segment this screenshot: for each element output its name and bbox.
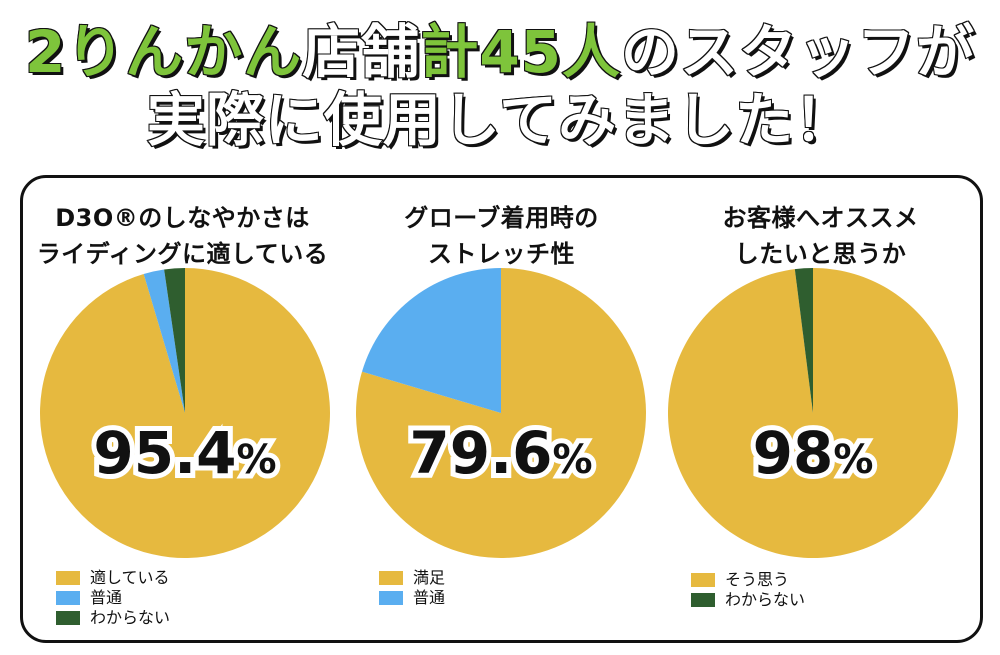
pie-slice [40,268,331,558]
chart-title-line-2: ライディングに適している [36,240,329,268]
chart-title-line-1: お客様へオススメ [722,204,919,232]
headline-line-2: 実際に使用してみました！ [146,85,854,155]
legend-label: 適している [90,568,170,587]
chart-title: お客様へオススメ したいと思うか [661,200,980,272]
legend: 満足 普通 [379,568,445,608]
legend-item: 適している [56,568,170,588]
big-percent-label: 79.6% [409,419,592,487]
big-percent-value: 98 [753,419,834,487]
legend-item: わからない [691,590,805,610]
headline-part-stores: 店舗 [301,17,421,87]
chart-title: グローブ着用時の ストレッチ性 [342,200,661,272]
headline: 2りんかん店舗計45人のスタッフが 実際に使用してみました！ [0,17,1000,155]
big-percent-unit: % [553,437,593,483]
chart-title-line-2: ストレッチ性 [428,240,575,268]
big-percent-unit: % [237,437,277,483]
legend-label: 普通 [90,588,123,607]
pie-chart: 95.4% [40,268,331,558]
big-percent-unit: % [833,437,873,483]
big-percent-value: 95.4 [93,419,236,487]
pie-slice [143,269,185,413]
legend-item: 満足 [379,568,445,588]
headline-part-staff: のスタッフが [620,17,976,87]
chart-stretch: グローブ着用時の ストレッチ性 79.6% 満足 普通 [342,178,661,640]
legend-label: そう思う [725,570,790,589]
chart-title-line-1: グローブ着用時の [404,204,599,232]
legend-label: 満足 [413,568,446,587]
chart-suitability: D3O®のしなやかさは ライディングに適している 95.4% 適している 普通 わか… [23,178,342,640]
legend-item: 普通 [56,588,170,608]
headline-part-count: 計45人 [419,17,622,87]
pie-slice [355,268,646,558]
legend-swatch [379,571,403,585]
legend-swatch [379,591,403,605]
pie-slice [668,268,958,558]
legend-swatch [691,593,715,607]
headline-line-1: 2りんかん店舗計45人のスタッフが [0,17,1000,87]
legend-swatch [56,591,80,605]
chart-title-line-2: したいと思うか [734,240,907,268]
legend-swatch [56,611,80,625]
legend: そう思う わからない [691,570,805,610]
big-percent-value: 79.6 [409,419,552,487]
legend-label: わからない [90,608,171,627]
big-percent-label: 98% [753,419,874,487]
big-percent-label: 95.4% [93,419,276,487]
legend-item: わからない [56,608,170,628]
chart-title: D3O®のしなやかさは ライディングに適している [23,200,342,272]
pie-slice [164,268,185,413]
pie-slice [794,268,813,413]
legend-item: 普通 [379,588,445,608]
legend-swatch [691,573,715,587]
headline-part-brand: 2りんかん [24,17,303,87]
chart-recommend: お客様へオススメ したいと思うか 98% そう思う わからない [661,178,980,640]
pie-slice [362,268,501,413]
legend-item: そう思う [691,570,805,590]
pie-chart: 98% [668,268,958,558]
chart-title-line-1: D3O®のしなやかさは [55,204,310,232]
legend-label: わからない [725,590,806,609]
legend-label: 普通 [413,588,446,607]
survey-results-panel: D3O®のしなやかさは ライディングに適している 95.4% 適している 普通 わか… [20,175,983,643]
legend-swatch [56,571,80,585]
legend: 適している 普通 わからない [56,568,170,628]
pie-chart: 79.6% [355,268,646,558]
